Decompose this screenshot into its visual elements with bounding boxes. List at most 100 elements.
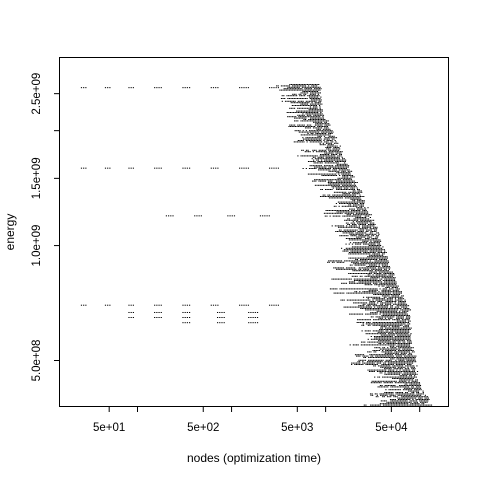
data-point <box>336 180 338 182</box>
data-point <box>264 215 266 217</box>
data-point <box>362 257 364 259</box>
data-point <box>387 291 390 293</box>
data-point <box>403 362 406 364</box>
data-point <box>375 296 377 298</box>
data-point <box>401 386 403 388</box>
data-point <box>331 137 333 139</box>
data-point <box>364 281 367 283</box>
data-point <box>402 302 404 304</box>
data-point <box>355 247 357 249</box>
data-point <box>395 347 397 349</box>
data-point <box>393 326 395 328</box>
data-point <box>407 337 409 339</box>
data-point <box>310 124 312 126</box>
data-point <box>385 303 387 305</box>
data-point <box>384 361 386 363</box>
data-point <box>347 186 349 188</box>
data-point <box>334 182 336 183</box>
data-point <box>312 85 315 87</box>
data-point <box>391 271 393 273</box>
data-point <box>407 323 409 325</box>
data-point <box>407 305 410 307</box>
data-point <box>312 180 314 182</box>
data-point <box>407 364 409 365</box>
data-point <box>319 141 321 143</box>
data-point <box>390 305 392 307</box>
data-point <box>402 336 404 337</box>
data-point <box>403 403 406 405</box>
data-point <box>311 89 313 91</box>
data-point <box>386 298 389 300</box>
data-point <box>419 386 421 388</box>
data-point <box>404 371 406 372</box>
data-point <box>286 100 288 102</box>
data-point <box>377 232 380 234</box>
data-point <box>397 306 400 308</box>
data-point <box>337 182 339 183</box>
data-point <box>338 261 340 263</box>
data-point <box>387 329 389 330</box>
data-point <box>330 142 332 144</box>
data-point <box>404 369 406 371</box>
data-point <box>322 114 325 116</box>
data-point <box>366 330 368 332</box>
data-point <box>298 88 300 90</box>
data-point <box>344 278 346 280</box>
data-point <box>351 264 353 266</box>
data-point <box>363 259 365 260</box>
data-point <box>348 189 351 190</box>
data-point <box>369 250 371 252</box>
data-point <box>288 95 290 97</box>
data-point <box>341 165 343 167</box>
data-point <box>409 400 411 402</box>
data-point <box>358 193 360 195</box>
data-point <box>410 382 413 384</box>
data-point <box>353 252 355 253</box>
data-point <box>390 299 392 301</box>
data-point <box>378 306 380 308</box>
data-point <box>375 261 377 263</box>
data-point <box>374 281 376 283</box>
data-point <box>301 141 303 143</box>
data-point <box>363 344 366 346</box>
data-point <box>358 252 360 253</box>
data-point <box>386 256 388 258</box>
data-point <box>397 343 399 344</box>
data-point <box>378 376 381 378</box>
data-point <box>360 250 362 252</box>
data-point <box>316 184 318 186</box>
data-point <box>394 343 396 344</box>
data-point <box>327 142 329 144</box>
data-point <box>385 266 387 267</box>
data-point <box>334 158 336 160</box>
data-point <box>241 167 243 169</box>
data-point <box>311 165 313 167</box>
data-point <box>383 261 385 263</box>
data-point <box>326 196 328 197</box>
data-point <box>361 302 363 304</box>
data-point <box>364 207 366 209</box>
data-point <box>360 261 362 263</box>
data-point <box>388 303 390 305</box>
data-point <box>407 343 409 344</box>
data-point <box>312 140 314 141</box>
data-point <box>188 311 191 313</box>
data-point <box>334 149 336 151</box>
data-point <box>83 167 85 169</box>
data-point <box>367 273 369 274</box>
data-point <box>426 404 428 406</box>
data-point <box>368 270 370 272</box>
data-point <box>309 106 311 108</box>
data-point <box>364 236 366 238</box>
data-point <box>351 362 353 364</box>
data-point <box>374 275 376 277</box>
data-point <box>393 338 395 340</box>
data-point <box>405 403 407 405</box>
data-point <box>329 124 331 126</box>
data-point <box>385 357 387 358</box>
data-point <box>318 180 320 182</box>
data-point <box>320 180 322 182</box>
data-point <box>337 186 340 188</box>
data-point <box>403 340 405 342</box>
data-point <box>404 337 406 339</box>
